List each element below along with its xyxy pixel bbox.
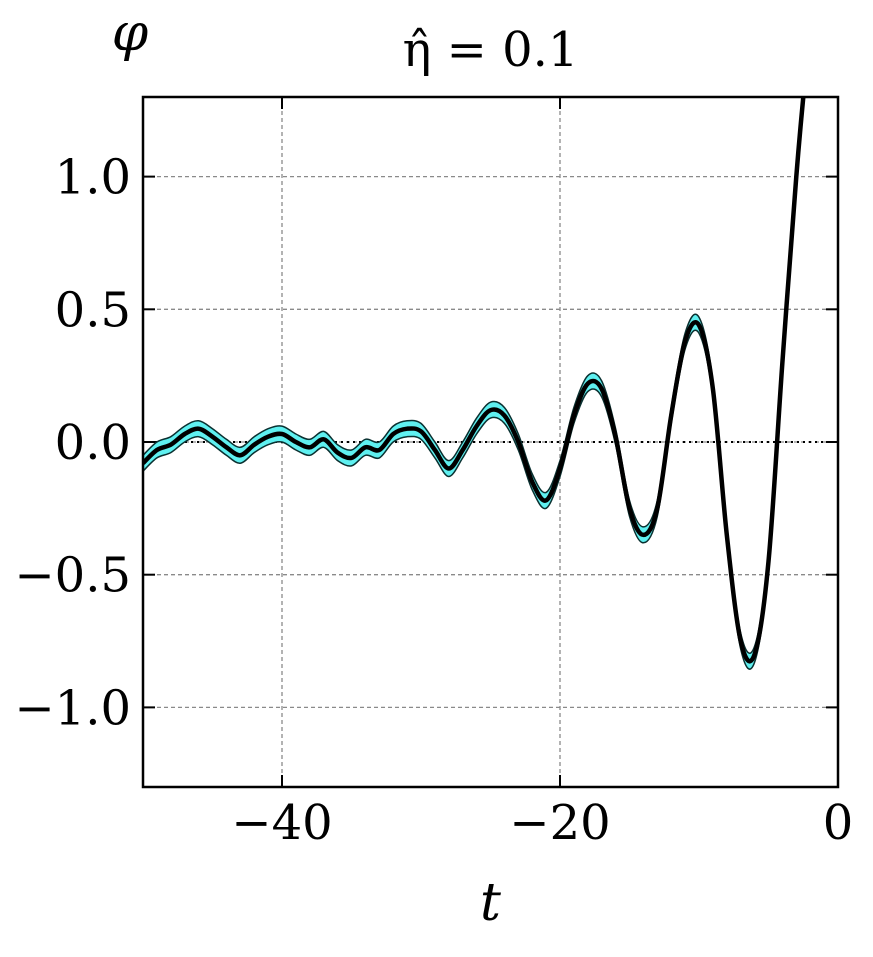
y-axis-label: φ [112, 3, 149, 63]
y-tick-label: −1.0 [14, 680, 131, 736]
tick-labels: −40 −20 0 −1.0 −0.5 0.0 0.5 1.0 [14, 150, 853, 851]
plot-frame [141, 95, 840, 789]
x-axis-label: t [480, 873, 501, 933]
series-1-band-upper-edge [143, 97, 804, 654]
chart-title: η̂ = 0.1 [403, 22, 579, 78]
x-tick-label: 0 [823, 795, 854, 851]
y-tick-label: 1.0 [55, 150, 131, 206]
series-1-band-lower-edge [143, 104, 805, 670]
series-1-uncertainty-band [143, 97, 804, 670]
x-tick-label: −40 [231, 795, 332, 851]
series-1-line [143, 97, 806, 664]
y-tick-label: 0.5 [55, 282, 131, 338]
y-tick-label: 0.0 [55, 415, 131, 471]
x-tick-label: −20 [509, 795, 610, 851]
y-tick-label: −0.5 [14, 548, 131, 604]
